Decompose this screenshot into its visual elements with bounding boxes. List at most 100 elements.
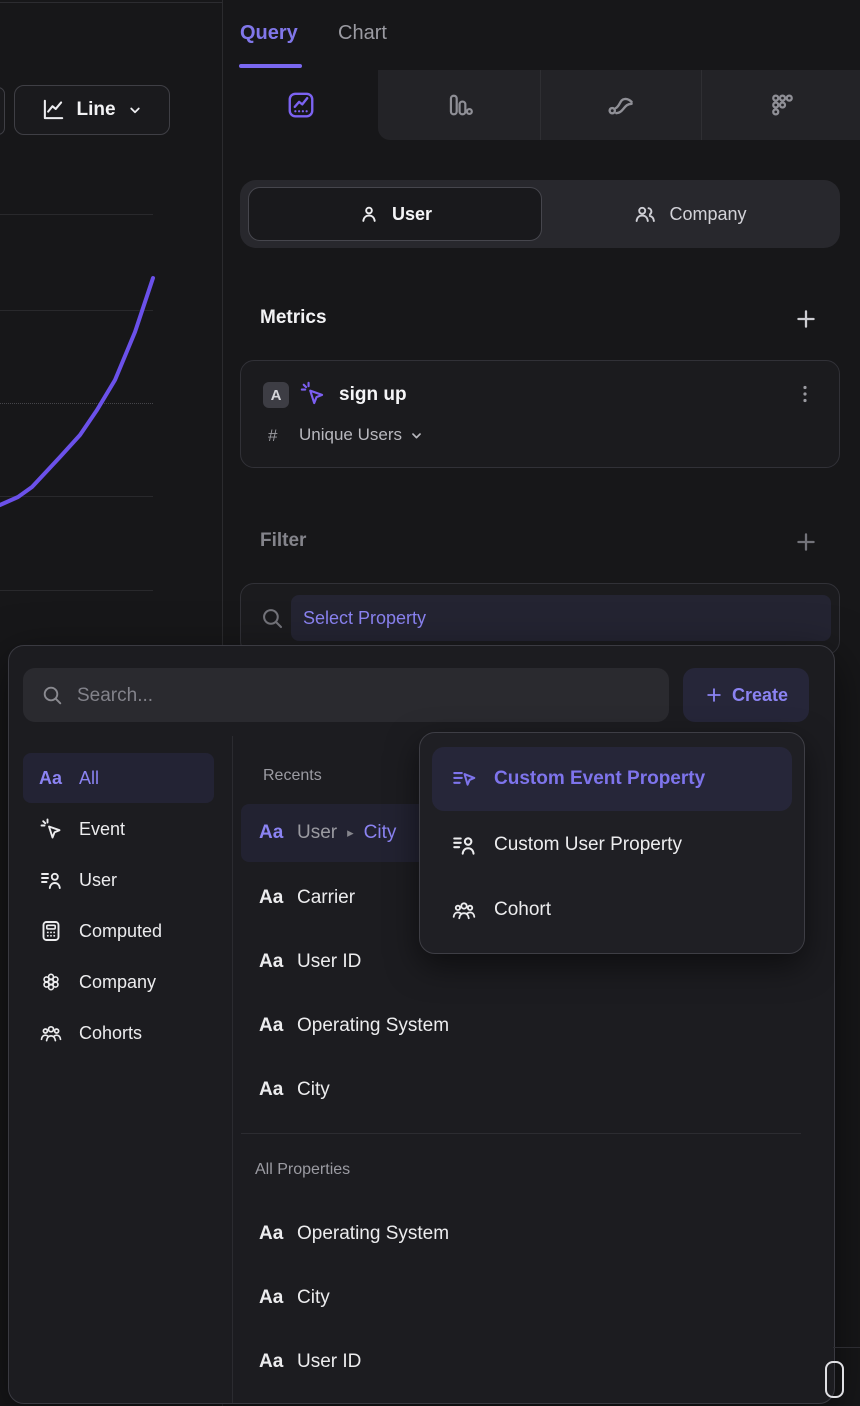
recent-item[interactable]: Aa Carrier (241, 869, 569, 927)
category-label: All (79, 767, 100, 788)
menu-item-cohort[interactable]: Cohort (432, 878, 792, 942)
category-company[interactable]: Company (23, 957, 214, 1007)
chart-type-label: Line (76, 99, 116, 120)
aa-icon: Aa (259, 1223, 284, 1244)
line-chart-icon (44, 99, 64, 120)
list-person-icon (41, 872, 61, 889)
hash-icon: # (268, 426, 278, 445)
people-group-icon (452, 902, 476, 920)
picker-search-input[interactable] (75, 668, 659, 724)
background-hairline (833, 1347, 860, 1348)
flows-icon (608, 97, 633, 115)
chart-type-dropdown[interactable]: Line (14, 85, 170, 135)
toggle-user[interactable]: User (248, 187, 542, 241)
aa-icon: Aa (259, 1015, 284, 1036)
metric-menu-kebab-icon[interactable] (793, 382, 817, 406)
metrics-section-title: Metrics (260, 307, 327, 328)
toggle-company-label: Company (669, 203, 747, 224)
chart-gridline (0, 214, 153, 215)
breadcrumb-arrow-icon: ▸ (347, 825, 354, 840)
recent-item[interactable]: Aa User ID (241, 933, 569, 991)
aggregation-label: Unique Users (299, 425, 402, 444)
tab-chart[interactable]: Chart (338, 22, 387, 44)
category-computed[interactable]: Computed (23, 906, 214, 956)
create-button[interactable]: Create (683, 668, 809, 722)
filter-section-title: Filter (260, 530, 307, 551)
aggregation-dropdown[interactable]: Unique Users (299, 425, 425, 445)
toggle-company[interactable]: Company (548, 187, 832, 241)
tab-insights[interactable] (223, 70, 378, 140)
tab-query[interactable]: Query (240, 22, 298, 44)
menu-item-label: Custom Event Property (494, 768, 706, 789)
create-button-label: Create (731, 684, 789, 705)
aa-icon: Aa (259, 951, 284, 972)
tab-flows[interactable] (540, 70, 701, 140)
search-icon (43, 686, 62, 705)
property-item[interactable]: Aa Operating System (241, 1205, 569, 1263)
metric-card[interactable]: A sign up # Unique Users (240, 360, 840, 468)
recents-title: Recents (263, 767, 322, 784)
chart-gridline-dotted (0, 403, 153, 404)
category-event[interactable]: Event (23, 804, 214, 854)
chart-gridline (0, 310, 153, 311)
breadcrumb-child: City (363, 822, 397, 843)
category-all[interactable]: Aa All (23, 753, 214, 803)
chart-panel-top-border (0, 2, 222, 3)
tab-retention[interactable] (701, 70, 860, 140)
picker-search-bar[interactable] (23, 668, 669, 724)
property-item-label: City (297, 1287, 330, 1308)
recent-item[interactable]: Aa City (241, 1061, 569, 1119)
menu-item-custom-user-property[interactable]: Custom User Property (432, 813, 792, 877)
search-icon (263, 609, 283, 629)
calculator-icon (42, 921, 60, 941)
category-cohorts[interactable]: Cohorts (23, 1008, 214, 1058)
category-label: Computed (79, 920, 163, 941)
tab-funnels[interactable] (378, 70, 540, 140)
recent-item-label: Carrier (297, 887, 356, 908)
add-metric-button[interactable] (793, 306, 819, 332)
retention-icon (772, 94, 793, 116)
scrollbar-thumb[interactable] (825, 1361, 844, 1398)
all-properties-title: All Properties (255, 1161, 351, 1178)
property-item-label: Operating System (297, 1223, 450, 1244)
line-chart-plot (0, 276, 155, 507)
company-cluster-icon (43, 973, 59, 991)
list-cursor-icon (453, 772, 476, 786)
active-tab-underline (239, 64, 302, 68)
clipped-neighbor-button[interactable] (0, 87, 5, 135)
recent-item-label: User ID (297, 951, 362, 972)
select-property-input[interactable]: Select Property (291, 595, 831, 641)
people-group-icon (40, 1025, 62, 1042)
list-person-icon (453, 837, 475, 855)
property-item[interactable]: Aa City (241, 1269, 569, 1327)
menu-item-custom-event-property[interactable]: Custom Event Property (432, 747, 792, 811)
aa-icon: Aa (259, 1079, 284, 1100)
event-spark-icon (40, 818, 61, 839)
picker-column-divider (232, 736, 233, 1403)
category-label: User (79, 869, 118, 890)
aa-icon: Aa (259, 822, 284, 843)
chart-gridline (0, 590, 153, 591)
add-filter-button[interactable] (793, 529, 819, 555)
aa-icon: Aa (259, 1351, 284, 1372)
breadcrumb-parent: User (297, 822, 338, 843)
category-label: Company (79, 971, 157, 992)
aa-icon: Aa (259, 887, 284, 908)
property-item-label: User ID (297, 1351, 362, 1372)
menu-item-label: Cohort (494, 899, 552, 920)
menu-item-label: Custom User Property (494, 834, 682, 855)
entity-toggle: User Company (240, 180, 840, 248)
chevron-down-icon (129, 107, 140, 114)
aa-icon: Aa (259, 1287, 284, 1308)
aa-icon: Aa (39, 767, 63, 788)
category-user[interactable]: User (23, 855, 214, 905)
bar-chart-icon (449, 94, 473, 116)
recent-item[interactable]: Aa Operating System (241, 997, 569, 1055)
event-spark-icon (300, 381, 324, 405)
metric-event-name: sign up (339, 384, 407, 405)
select-property-placeholder: Select Property (303, 607, 427, 628)
chevron-down-icon (412, 432, 421, 438)
plus-icon (707, 688, 721, 702)
property-item[interactable]: Aa User ID (241, 1333, 569, 1391)
